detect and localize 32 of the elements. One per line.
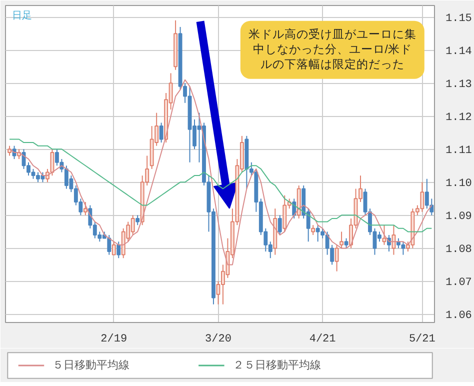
y-tick-label: 1.06 bbox=[446, 310, 472, 322]
y-tick-label: 1.13 bbox=[446, 79, 472, 92]
legend-label: ５日移動平均線 bbox=[52, 360, 130, 372]
x-tick-label: 4/21 bbox=[309, 334, 336, 346]
candlestick bbox=[392, 224, 396, 256]
y-tick-label: 1.07 bbox=[446, 277, 472, 290]
candlestick bbox=[159, 122, 164, 144]
candlestick bbox=[83, 201, 88, 216]
candlestick bbox=[136, 214, 140, 226]
candlestick bbox=[311, 224, 316, 236]
x-tick-label: 2/19 bbox=[100, 334, 128, 346]
y-tick-label: 1.14 bbox=[446, 46, 472, 58]
annotation: 日足 bbox=[12, 10, 32, 22]
x-tick-label: 3/20 bbox=[205, 334, 232, 346]
annotation: 米ドル高の受け皿がユーロに集中しなかった分、ユーロ/米ドルの下落幅は限定的だった bbox=[248, 26, 416, 71]
x-tick-label: 5/21 bbox=[408, 334, 436, 346]
y-tick-label: 1.09 bbox=[446, 211, 472, 224]
line-series bbox=[9, 79, 432, 266]
candlestick bbox=[8, 145, 12, 156]
y-tick-label: 1.10 bbox=[446, 178, 472, 190]
y-tick-label: 1.11 bbox=[446, 145, 472, 158]
candlestick bbox=[116, 241, 121, 259]
candlestick bbox=[278, 214, 282, 236]
candlestick bbox=[112, 241, 116, 256]
legend-label: ２５日移動平均線 bbox=[232, 360, 321, 372]
candlestick bbox=[334, 244, 339, 272]
candlestick bbox=[340, 231, 344, 249]
candlestick bbox=[344, 238, 348, 249]
y-tick-label: 1.12 bbox=[446, 112, 472, 124]
y-tick-label: 1.08 bbox=[446, 244, 472, 256]
y-tick-label: 1.15 bbox=[446, 13, 472, 26]
line-series bbox=[9, 138, 432, 232]
